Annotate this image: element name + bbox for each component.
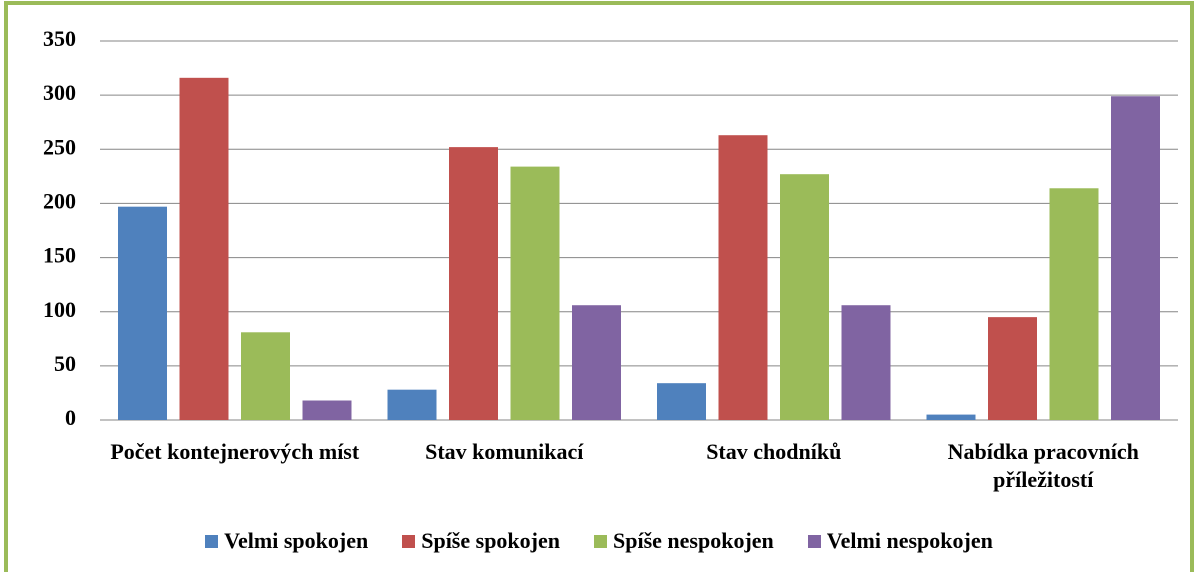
legend-label: Velmi nespokojen — [826, 528, 993, 553]
legend-label: Spíše nespokojen — [613, 528, 774, 553]
bar — [572, 305, 621, 420]
bar — [449, 147, 498, 420]
legend-swatch — [807, 534, 821, 548]
x-tick-label: Stav chodníků — [706, 439, 842, 464]
bar — [841, 305, 891, 420]
bar — [118, 206, 167, 420]
y-tick-label: 250 — [43, 134, 76, 159]
bar — [926, 414, 976, 420]
frame — [4, 1, 1194, 572]
legend-label: Velmi spokojen — [224, 528, 369, 553]
bar — [302, 400, 352, 420]
bar — [988, 317, 1037, 420]
bar — [718, 135, 768, 421]
bar — [387, 389, 437, 420]
y-tick-label: 0 — [65, 405, 76, 430]
legend-swatch — [594, 534, 607, 548]
y-tick-label: 350 — [43, 26, 76, 51]
legend-item: Spíše spokojen — [402, 528, 560, 554]
legend-item: Velmi spokojen — [205, 528, 368, 554]
y-tick-label: 50 — [54, 351, 76, 376]
legend-item: Spíše nespokojen — [594, 528, 774, 554]
bar — [510, 166, 560, 420]
legend-item: Velmi nespokojen — [807, 528, 993, 554]
legend-swatch — [205, 534, 219, 548]
y-tick-label: 200 — [43, 188, 76, 213]
bar — [1049, 188, 1099, 420]
y-tick-label: 100 — [43, 297, 76, 322]
y-tick-label: 150 — [43, 243, 76, 268]
bar — [1111, 96, 1160, 421]
legend-label: Spíše spokojen — [421, 528, 560, 553]
y-tick-label: 300 — [43, 80, 76, 105]
x-tick-label: Stav komunikací — [425, 439, 584, 464]
bar — [179, 77, 229, 421]
legend: Velmi spokojen Spíše spokojen Spíše nespok… — [0, 528, 1198, 554]
bar — [657, 383, 706, 420]
x-tick-label: Počet kontejnerových míst — [110, 439, 360, 464]
legend-swatch — [402, 534, 416, 548]
bar — [241, 332, 290, 420]
bar — [780, 174, 829, 420]
x-tick-label: Nabídka pracovních příležitostí — [947, 439, 1139, 492]
